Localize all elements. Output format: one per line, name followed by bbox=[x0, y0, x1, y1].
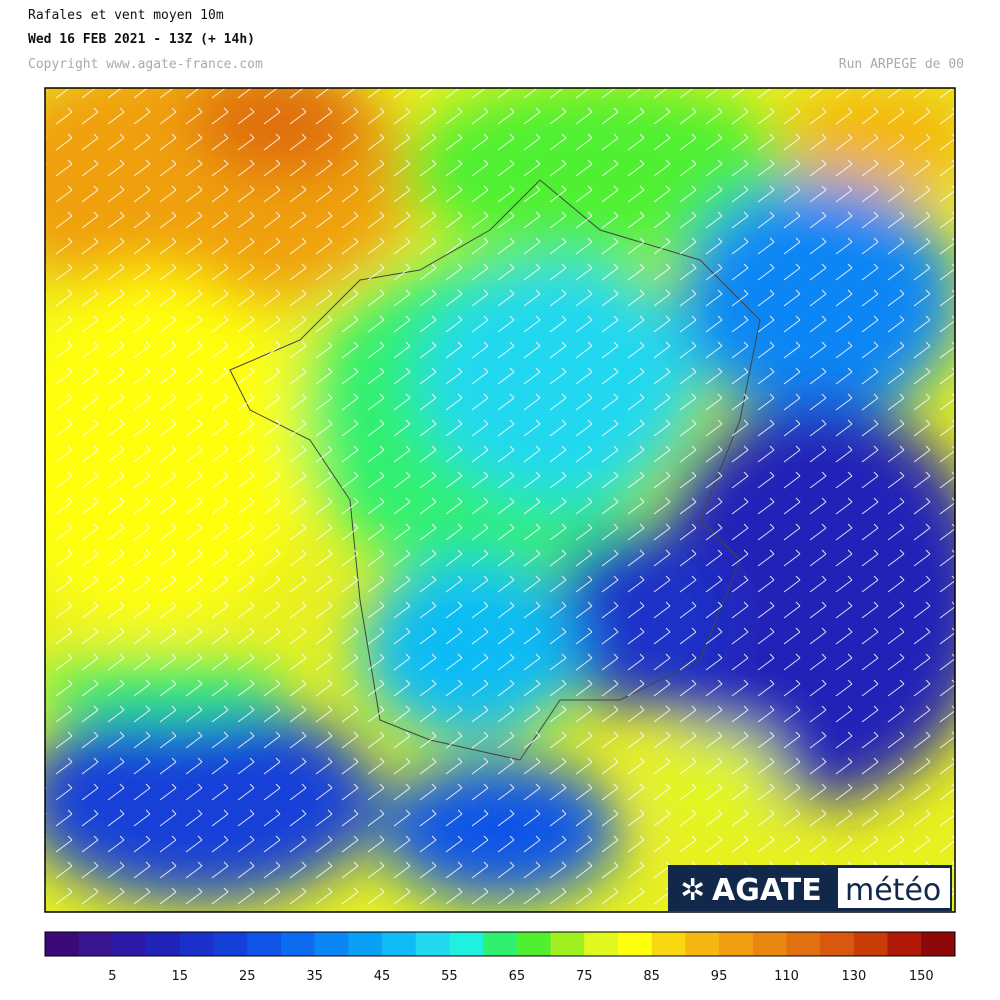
colorbar-label: 95 bbox=[711, 969, 728, 984]
colorbar-label: 75 bbox=[576, 969, 593, 984]
color-swatch bbox=[348, 932, 383, 956]
colorbar-label: 85 bbox=[643, 969, 660, 984]
color-swatch bbox=[685, 932, 720, 956]
colorbar-label: 65 bbox=[509, 969, 526, 984]
color-swatch bbox=[179, 932, 215, 956]
colorbar-label: 35 bbox=[306, 969, 323, 984]
colorbar-label: 55 bbox=[441, 969, 458, 984]
colorbar-label: 45 bbox=[374, 969, 391, 984]
color-swatch bbox=[415, 932, 450, 956]
colorbar-label: 5 bbox=[108, 969, 116, 984]
colorbar-frame bbox=[44, 931, 956, 957]
svg-text:✲: ✲ bbox=[680, 873, 705, 908]
color-swatch bbox=[314, 932, 349, 956]
colorbar-label: 110 bbox=[774, 969, 799, 984]
color-swatch bbox=[382, 932, 417, 956]
copyright: Copyright www.agate-france.com bbox=[28, 57, 263, 72]
color-swatch bbox=[853, 932, 889, 956]
colorbar-label: 150 bbox=[909, 969, 934, 984]
color-swatch bbox=[887, 932, 922, 956]
color-swatch bbox=[78, 932, 113, 956]
color-swatch bbox=[550, 932, 585, 956]
logo-brand: AGATE bbox=[712, 873, 822, 908]
color-swatch bbox=[752, 932, 787, 956]
colorbar-label: 25 bbox=[239, 969, 256, 984]
map-title: Rafales et vent moyen 10m bbox=[28, 8, 224, 23]
color-swatch bbox=[786, 932, 821, 956]
run-info: Run ARPEGE de 00 bbox=[838, 57, 964, 72]
color-swatch bbox=[483, 932, 518, 956]
color-swatch bbox=[247, 932, 282, 956]
color-swatch bbox=[651, 932, 686, 956]
color-swatch bbox=[449, 932, 484, 956]
wind-field bbox=[45, 88, 955, 912]
map-subtitle: Wed 16 FEB 2021 - 13Z (+ 14h) bbox=[28, 32, 255, 47]
logo-suffix: météo bbox=[845, 873, 941, 908]
color-swatch bbox=[921, 932, 956, 956]
color-swatch bbox=[45, 932, 80, 956]
color-swatch bbox=[820, 932, 855, 956]
colorbar-label: 130 bbox=[841, 969, 866, 984]
color-swatch bbox=[112, 932, 147, 956]
color-swatch bbox=[584, 932, 619, 956]
color-swatch bbox=[617, 932, 653, 956]
colorbar-label: 15 bbox=[172, 969, 189, 984]
color-swatch bbox=[280, 932, 316, 956]
logo: ✲ AGATE météo bbox=[668, 865, 952, 911]
color-swatch bbox=[146, 932, 181, 956]
color-swatch bbox=[213, 932, 248, 956]
color-swatch bbox=[719, 932, 754, 956]
colorbar: 5 15 25 35 45 55 65 75 85 95 110 130 150 bbox=[44, 931, 956, 984]
map-frame bbox=[44, 87, 956, 913]
color-swatch bbox=[516, 932, 552, 956]
